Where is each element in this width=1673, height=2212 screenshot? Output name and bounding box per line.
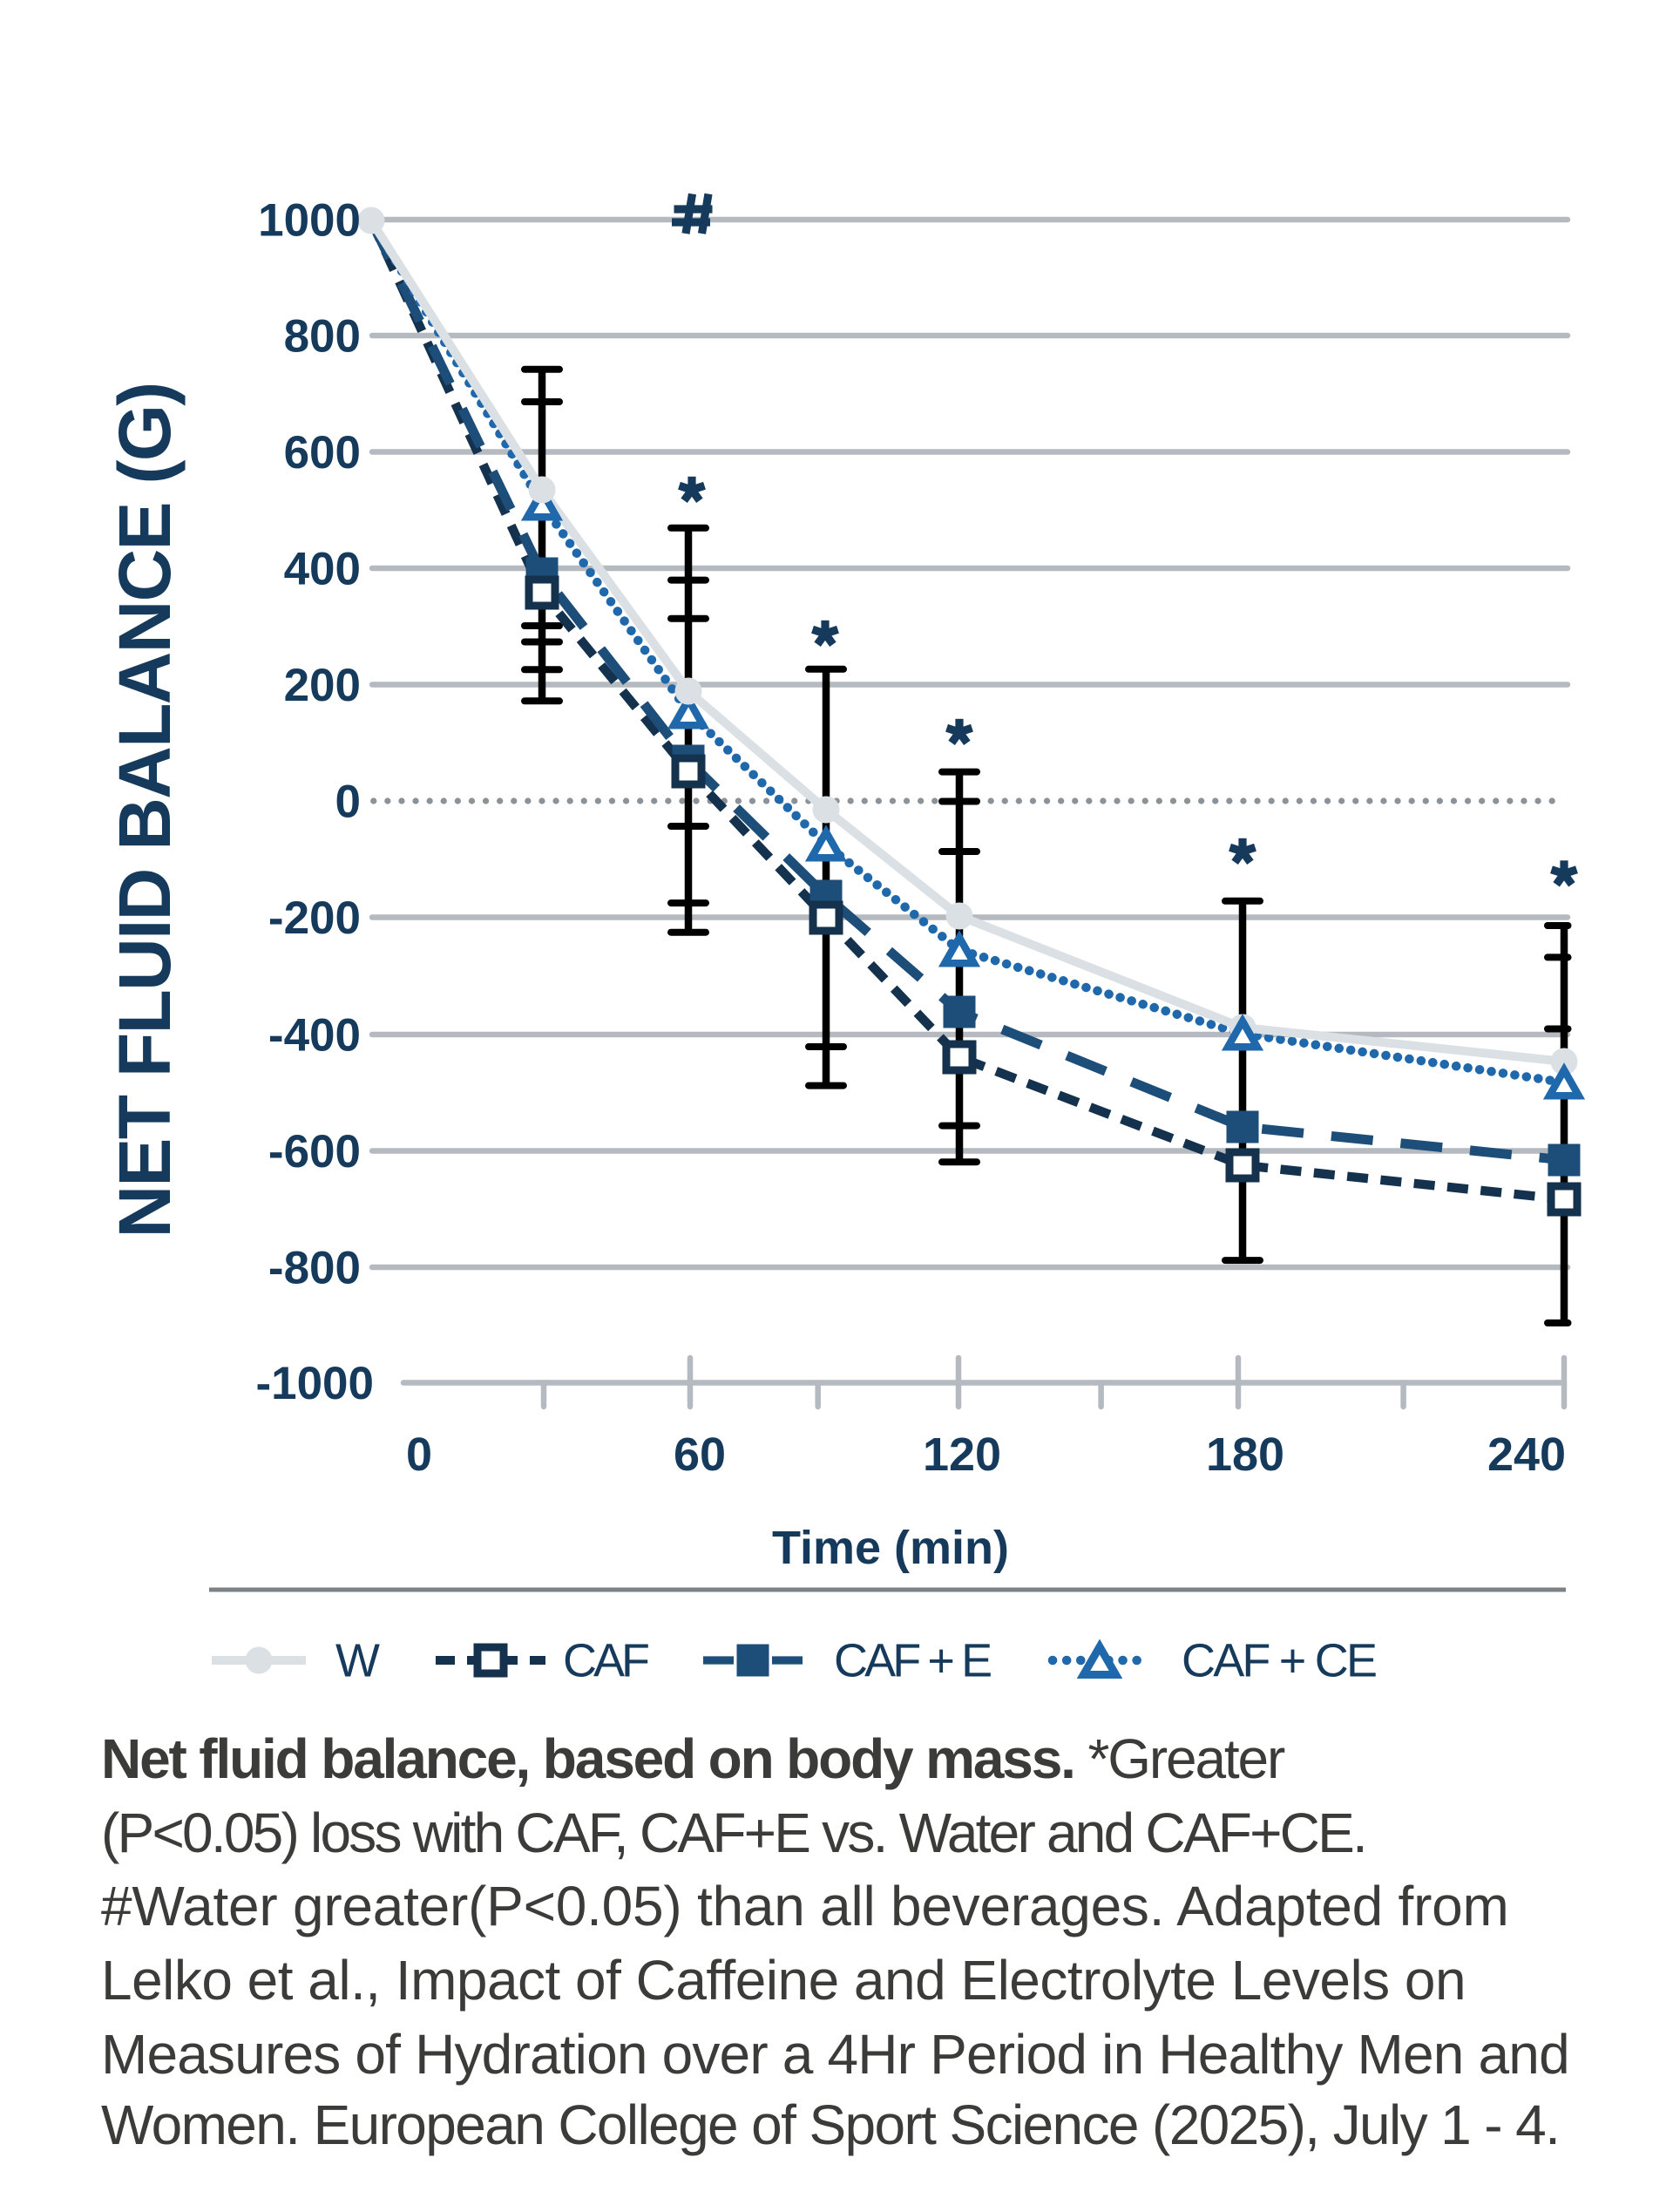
svg-text:CAF + E: CAF + E [834,1635,991,1687]
svg-text:-800: -800 [268,1243,361,1294]
svg-text:-400: -400 [268,1010,361,1062]
svg-text:1000: 1000 [258,195,361,247]
svg-text:240: 240 [1487,1428,1566,1481]
svg-text:CAF + CE: CAF + CE [1182,1635,1376,1687]
svg-text:Time (min): Time (min) [772,1522,1009,1574]
svg-text:400: 400 [284,544,361,595]
svg-text:120: 120 [923,1428,1001,1481]
svg-text:200: 200 [284,660,361,711]
svg-text:-600: -600 [268,1126,361,1177]
svg-text:180: 180 [1206,1428,1284,1481]
svg-text:CAF: CAF [563,1635,648,1687]
svg-text:W: W [335,1635,380,1687]
svg-text:60: 60 [674,1428,726,1481]
svg-text:0: 0 [335,777,361,828]
svg-text:800: 800 [284,311,361,363]
svg-text:NET FLUID BALANCE (G): NET FLUID BALANCE (G) [104,383,186,1238]
svg-text:0: 0 [406,1428,432,1481]
svg-text:-1000: -1000 [255,1358,374,1409]
svg-text:-200: -200 [268,892,361,944]
svg-text:600: 600 [284,427,361,478]
